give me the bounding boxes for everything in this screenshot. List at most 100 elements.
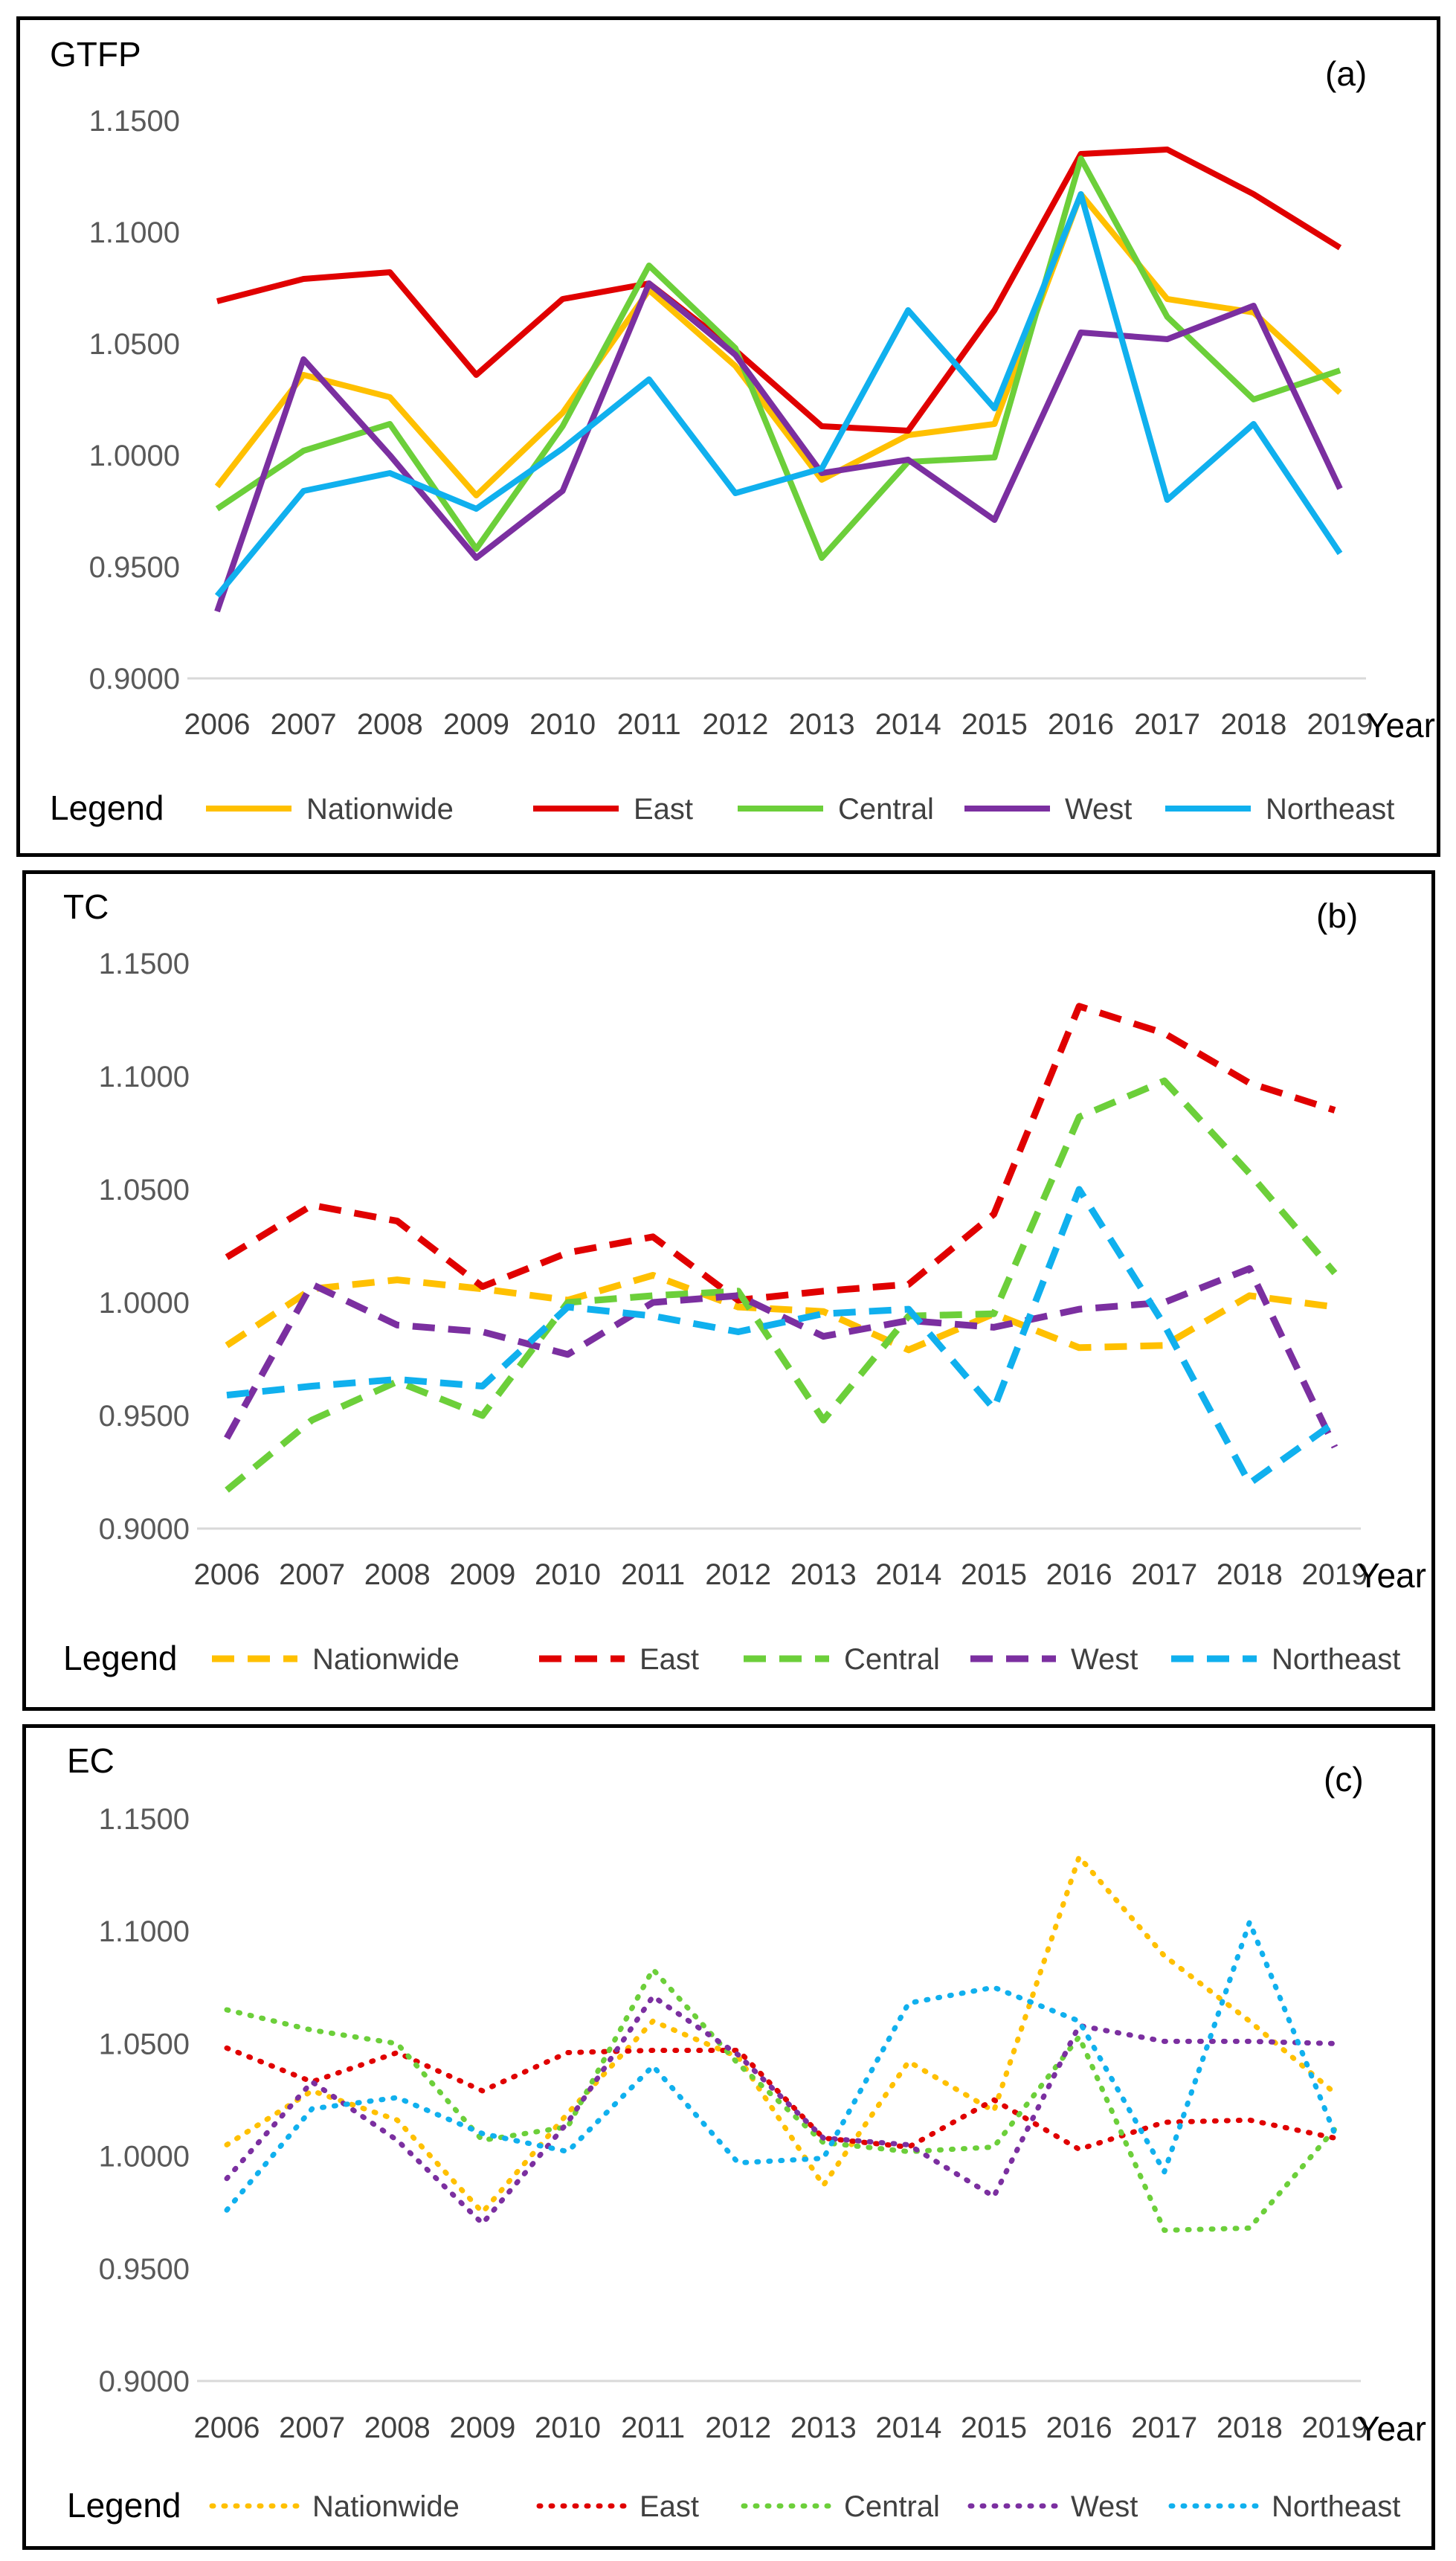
y-tick-label: 1.1500 <box>89 105 180 138</box>
series-line-east <box>216 147 1342 434</box>
legend-label-west: West <box>1071 1643 1138 1676</box>
x-tick-label: 2016 <box>1046 1558 1112 1591</box>
panel-label: (c) <box>1324 1760 1364 1799</box>
x-tick-label: 2010 <box>529 708 596 741</box>
y-tick-label: 1.0500 <box>99 1174 190 1206</box>
panel-label: (b) <box>1316 896 1358 935</box>
series-line-northeast <box>226 1186 1337 1487</box>
x-tick-label: 2006 <box>194 2411 260 2444</box>
y-tick-label: 0.9500 <box>89 551 180 584</box>
legend-label-nationwide: Nationwide <box>312 2490 460 2523</box>
y-tick-label: 1.1500 <box>99 1803 190 1836</box>
chart-panel-c: EC (c) 0.9000 0.9500 1.0000 1.0500 1.1000 1.150… <box>22 1724 1435 2550</box>
legend-label-northeast: Northeast <box>1272 2490 1400 2523</box>
x-tick-label: 2012 <box>702 708 768 741</box>
chart-panel-b: TC (b) 0.9000 0.9500 1.0000 1.0500 1.1000 1.150… <box>22 870 1435 1711</box>
x-tick-label: 2006 <box>194 1558 260 1591</box>
y-tick-label: 1.1000 <box>99 1915 190 1948</box>
chart-svg-ec: EC (c) 0.9000 0.9500 1.0000 1.0500 1.1000 1.150… <box>67 1741 1426 2525</box>
x-tick-label: 2015 <box>961 2411 1027 2444</box>
series-line-central <box>224 1967 1338 2233</box>
series-line-central <box>225 1077 1338 1493</box>
legend-label-west: West <box>1071 2490 1138 2523</box>
x-tick-label: 2012 <box>705 1558 771 1591</box>
x-tick-label: 2018 <box>1217 2411 1283 2444</box>
x-tick-label: 2006 <box>184 708 251 741</box>
series-line-nationwide <box>225 1272 1336 1354</box>
x-tick-label: 2019 <box>1302 1558 1368 1591</box>
legend-label-east: East <box>640 2490 699 2523</box>
x-tick-label: 2016 <box>1048 708 1114 741</box>
legend-label-central: Central <box>844 1643 940 1676</box>
legend-label-central: Central <box>844 2490 940 2523</box>
x-tick-label: 2014 <box>875 1558 941 1591</box>
x-tick-label: 2008 <box>364 2411 431 2444</box>
series-line-central <box>215 155 1341 561</box>
x-tick-label: 2008 <box>357 708 423 741</box>
x-tick-label: 2010 <box>535 1558 601 1591</box>
x-tick-label: 2011 <box>617 708 681 741</box>
legend-label-central: Central <box>838 793 934 826</box>
legend-label-west: West <box>1065 793 1132 826</box>
chart-title: GTFP <box>50 35 141 74</box>
x-tick-label: 2009 <box>449 1558 515 1591</box>
legend-label-northeast: Northeast <box>1266 793 1394 826</box>
x-tick-label: 2007 <box>279 1558 345 1591</box>
x-axis-label: Year <box>1357 1556 1426 1595</box>
legend-label-east: East <box>634 793 693 826</box>
y-tick-label: 0.9500 <box>99 2253 190 2286</box>
y-tick-label: 0.9000 <box>99 2365 190 2398</box>
y-tick-label: 1.0000 <box>99 2141 190 2173</box>
x-tick-label: 2013 <box>790 2411 857 2444</box>
series-line-northeast <box>214 191 1343 598</box>
x-tick-label: 2007 <box>271 708 337 741</box>
x-tick-label: 2018 <box>1217 1558 1283 1591</box>
x-tick-label: 2014 <box>875 708 941 741</box>
x-tick-label: 2017 <box>1131 2411 1197 2444</box>
x-tick-label: 2011 <box>621 2411 685 2444</box>
legend-label-east: East <box>640 1643 699 1676</box>
chart-svg-tc: TC (b) 0.9000 0.9500 1.0000 1.0500 1.1000 1.150… <box>63 887 1426 1677</box>
legend-label-northeast: Northeast <box>1272 1643 1400 1676</box>
x-tick-label: 2010 <box>535 2411 601 2444</box>
x-axis-label: Year <box>1366 706 1435 745</box>
x-tick-label: 2013 <box>790 1558 857 1591</box>
chart-svg-gtfp: GTFP (a) 0.9000 0.9500 1.0000 1.0500 1.1000 1.1… <box>50 35 1435 827</box>
x-tick-label: 2009 <box>443 708 509 741</box>
x-tick-label: 2009 <box>449 2411 515 2444</box>
x-tick-label: 2013 <box>789 708 855 741</box>
chart-title: EC <box>67 1741 115 1780</box>
y-tick-label: 1.1000 <box>89 216 180 249</box>
y-tick-label: 1.1500 <box>99 948 190 980</box>
x-tick-label: 2016 <box>1046 2411 1112 2444</box>
y-tick-label: 1.0000 <box>99 1287 190 1320</box>
legend-label-nationwide: Nationwide <box>306 793 454 826</box>
x-tick-label: 2008 <box>364 1558 431 1591</box>
y-tick-label: 1.1000 <box>99 1061 190 1093</box>
legend-title: Legend <box>67 2486 181 2525</box>
series-line-west <box>224 1993 1338 2226</box>
series-line-nationwide <box>214 191 1342 498</box>
x-tick-label: 2017 <box>1134 708 1200 741</box>
x-tick-label: 2015 <box>961 708 1028 741</box>
series-line-east <box>225 1003 1336 1304</box>
series-line-west <box>214 280 1343 613</box>
y-tick-label: 0.9000 <box>89 663 180 695</box>
legend-title: Legend <box>50 788 164 827</box>
chart-title: TC <box>63 887 109 926</box>
x-tick-label: 2019 <box>1307 708 1373 741</box>
x-tick-label: 2017 <box>1131 1558 1197 1591</box>
panel-label: (a) <box>1325 54 1367 93</box>
y-tick-label: 1.0500 <box>89 328 180 361</box>
series-line-northeast <box>224 1919 1338 2213</box>
y-tick-label: 0.9000 <box>99 1513 190 1546</box>
y-tick-label: 1.0000 <box>89 440 180 472</box>
x-tick-label: 2015 <box>961 1558 1027 1591</box>
x-tick-label: 2012 <box>705 2411 771 2444</box>
x-tick-label: 2014 <box>875 2411 941 2444</box>
legend-title: Legend <box>63 1639 178 1677</box>
y-tick-label: 0.9500 <box>99 1400 190 1433</box>
series-line-nationwide <box>224 1854 1338 2215</box>
x-tick-label: 2007 <box>279 2411 345 2444</box>
x-tick-label: 2018 <box>1220 708 1286 741</box>
